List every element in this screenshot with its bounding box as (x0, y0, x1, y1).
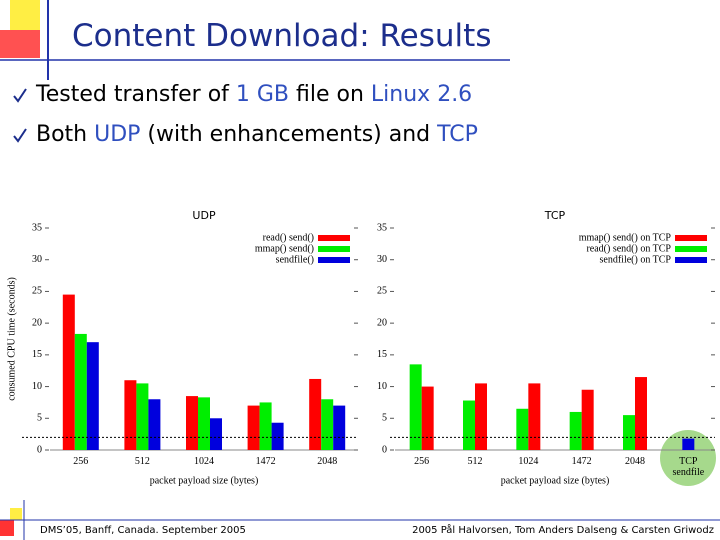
footer-right: 2005 Pål Halvorsen, Tom Anders Dalseng &… (412, 525, 714, 536)
bar (516, 408, 529, 450)
bullet-text: UDP (94, 122, 141, 147)
y-tick-label: 25 (32, 286, 42, 297)
legend-label: mmap() send() on TCP (579, 232, 672, 243)
bar (136, 383, 149, 450)
bullet-text: Both (36, 122, 95, 147)
x-tick-label: 1024 (194, 456, 214, 467)
y-tick-label: 0 (37, 444, 42, 455)
legend-swatch (675, 246, 707, 252)
bullet-text: Tested transfer of (36, 82, 236, 107)
check-icon (13, 128, 27, 143)
x-tick-label: 1024 (518, 456, 539, 467)
deco-square (0, 520, 14, 536)
bar (528, 383, 541, 450)
y-tick-label: 20 (32, 317, 42, 328)
bar (186, 396, 198, 450)
y-tick-label: 35 (32, 222, 42, 233)
y-tick-label: 20 (377, 317, 387, 328)
y-axis-title: consumed CPU time (seconds) (6, 277, 17, 401)
chart-title: TCP (544, 209, 566, 222)
bar (124, 380, 137, 450)
x-tick-label: 512 (467, 456, 483, 467)
bar (210, 418, 222, 450)
y-tick-label: 10 (32, 381, 42, 392)
legend-label: sendfile() (276, 254, 314, 265)
x-tick-label: TCP sendfile (672, 456, 705, 478)
legend-label: sendfile() on TCP (600, 254, 672, 265)
bar (682, 438, 695, 450)
bar (62, 294, 75, 450)
bar (333, 405, 346, 450)
legend-label: read() send() (263, 232, 314, 243)
bullet-text: Linux 2.6 (370, 82, 473, 107)
bullet-text: file on (289, 82, 371, 107)
bar (421, 386, 434, 450)
bar (74, 333, 87, 450)
y-tick-label: 5 (382, 413, 387, 424)
bar (581, 389, 594, 450)
x-tick-label: 2048 (625, 456, 645, 467)
check-icon (13, 88, 27, 103)
bar (409, 364, 422, 450)
bar (148, 399, 161, 450)
legend-swatch (675, 257, 707, 263)
y-tick-label: 30 (32, 254, 42, 265)
x-tick-label: 256 (73, 456, 89, 467)
deco-square (0, 30, 40, 58)
deco-square (10, 0, 40, 30)
legend-swatch (318, 257, 350, 263)
bar (309, 378, 322, 450)
x-axis-title: packet payload size (bytes) (501, 475, 610, 486)
chart-title: UDP (192, 209, 216, 222)
x-tick-label: 256 (414, 456, 430, 467)
legend-label: read() send() on TCP (586, 243, 671, 254)
y-tick-label: 15 (32, 349, 42, 360)
legend-swatch (675, 235, 707, 241)
y-tick-label: 10 (377, 381, 387, 392)
y-tick-label: 35 (377, 222, 387, 233)
y-tick-label: 30 (377, 254, 387, 265)
y-tick-label: 5 (37, 413, 42, 424)
y-tick-label: 0 (382, 444, 387, 455)
x-tick-label: 1472 (255, 456, 276, 467)
bar (623, 415, 635, 450)
x-tick-label: 512 (134, 456, 150, 467)
bar (635, 377, 647, 450)
y-tick-label: 25 (377, 286, 387, 297)
bar (271, 422, 284, 450)
bar (247, 405, 260, 450)
bullet-text: TCP (437, 122, 478, 147)
bar (475, 383, 487, 450)
bar (198, 397, 210, 450)
bar (259, 402, 272, 450)
deco-square (10, 508, 22, 520)
bullet-text: 1 GB (235, 82, 290, 107)
bar (86, 342, 99, 450)
y-tick-label: 15 (377, 349, 387, 360)
bullet: Both UDP (with enhancements) and TCP (12, 122, 478, 147)
bar (463, 400, 475, 450)
slide-title: Content Download: Results (72, 18, 492, 54)
x-tick-label: 2048 (317, 456, 338, 467)
x-tick-label: 1472 (571, 456, 592, 467)
bar (569, 411, 582, 450)
footer-left: DMS’05, Banff, Canada. September 2005 (40, 525, 246, 536)
legend-swatch (318, 246, 350, 252)
bullet: Tested transfer of 1 GB file on Linux 2.… (12, 82, 472, 107)
x-axis-title: packet payload size (bytes) (150, 475, 259, 486)
legend-label: mmap() send() (255, 243, 314, 254)
highlight-circle (660, 430, 716, 486)
bar (321, 399, 334, 450)
legend-swatch (318, 235, 350, 241)
bullet-text: (with enhancements) and (140, 122, 438, 147)
